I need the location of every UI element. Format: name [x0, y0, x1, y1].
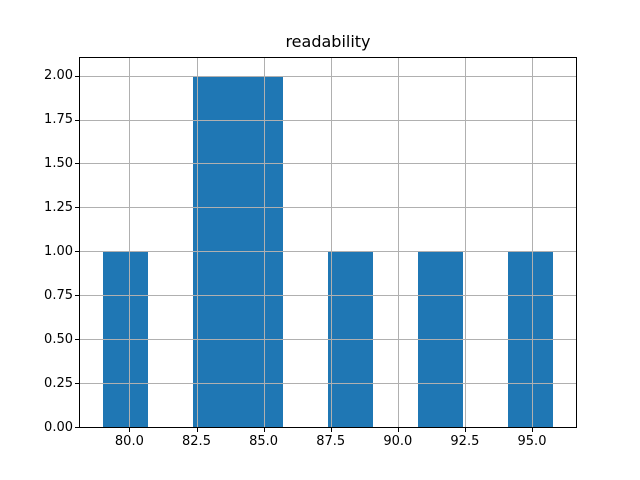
gridline-vertical	[397, 58, 399, 427]
gridline-horizontal	[80, 295, 576, 297]
gridline-horizontal	[80, 119, 576, 121]
y-tick-label: 1.25	[44, 199, 73, 215]
gridline-horizontal	[80, 339, 576, 341]
y-tick-label: 1.75	[44, 112, 73, 127]
x-tick-label: 85.0	[249, 434, 279, 449]
y-tick-label: 1.00	[44, 243, 73, 259]
y-tick-label: 0.50	[44, 331, 73, 347]
x-tick-mark	[263, 428, 265, 432]
y-tick-label: 2.00	[44, 68, 73, 84]
gridline-vertical	[532, 58, 533, 427]
gridline-horizontal	[80, 163, 576, 165]
x-tick-label: 95.0	[517, 434, 547, 449]
x-tick-mark	[464, 428, 466, 432]
histogram-bar	[237, 75, 283, 427]
y-tick-mark	[75, 163, 79, 165]
x-tick-label: 82.5	[182, 434, 211, 449]
x-tick-label: 87.5	[316, 434, 346, 449]
gridline-vertical	[196, 58, 198, 427]
y-tick-mark	[75, 207, 79, 209]
y-tick-mark	[75, 251, 79, 253]
y-tick-mark	[75, 427, 79, 428]
x-tick-mark	[196, 428, 198, 432]
x-tick-label: 80.0	[114, 434, 144, 449]
y-tick-mark	[75, 295, 79, 297]
y-tick-label: 0.25	[44, 375, 73, 391]
axes: 80.0 82.5 85.0 87.5 90.0 92.5 95.0 0.00 0.25 0.50…	[44, 57, 577, 449]
gridline-vertical	[330, 58, 332, 427]
x-tick-label: 92.5	[450, 434, 480, 449]
gridline-horizontal	[80, 75, 576, 77]
chart-title: readability	[285, 32, 371, 51]
y-tick-label: 0.75	[44, 287, 73, 303]
x-tick-label: 90.0	[383, 434, 413, 449]
x-tick-mark	[330, 428, 332, 432]
x-tick-mark	[397, 428, 399, 432]
gridline-vertical	[263, 58, 265, 427]
y-tick-label: 0.00	[44, 419, 73, 435]
x-tick-mark	[129, 428, 131, 432]
y-tick-mark	[75, 75, 79, 77]
gridline-vertical	[129, 58, 131, 427]
y-tick-label: 1.50	[44, 155, 73, 171]
gridline-horizontal	[80, 383, 576, 385]
y-tick-mark	[75, 339, 79, 341]
y-tick-mark	[75, 119, 79, 121]
gridline-horizontal	[80, 251, 576, 253]
gridline-horizontal	[80, 207, 576, 209]
histogram-bar	[192, 75, 238, 427]
gridline-vertical	[464, 58, 466, 427]
x-tick-mark	[532, 428, 533, 432]
y-tick-mark	[75, 383, 79, 385]
